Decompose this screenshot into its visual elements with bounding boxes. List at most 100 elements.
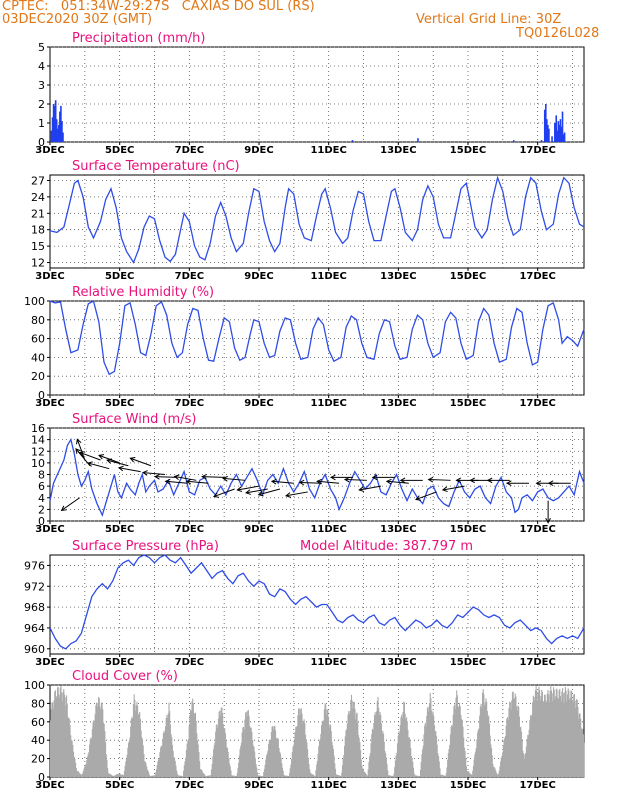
- cloud-bar: [245, 712, 247, 777]
- cloud-bar: [428, 711, 430, 777]
- cloud-bar: [469, 773, 471, 777]
- cloud-bar: [511, 692, 513, 777]
- cloud-bar: [324, 703, 326, 777]
- cloud-bar: [196, 740, 199, 777]
- cloud-bar: [89, 739, 91, 777]
- cloud-bar: [56, 695, 58, 777]
- cloud-bar: [240, 745, 242, 777]
- cloud-bar: [535, 686, 537, 777]
- cloud-bar: [378, 707, 380, 777]
- cloud-bar: [488, 723, 491, 777]
- cloud-bar: [333, 755, 335, 777]
- cloud-bar: [228, 757, 230, 777]
- cloud-bar: [525, 753, 527, 777]
- cloud-bar: [260, 775, 262, 777]
- cloud-bar: [460, 715, 462, 777]
- cloud-bar: [169, 710, 171, 777]
- cloud-bar: [496, 773, 498, 777]
- cloud-bar: [229, 763, 231, 777]
- cloud-bar: [112, 776, 114, 777]
- cloud-bar: [210, 769, 213, 777]
- cloud-bar: [357, 722, 359, 777]
- cloud-bar: [190, 709, 192, 777]
- cloud-bar: [316, 764, 318, 777]
- cloud-bar: [421, 754, 423, 777]
- cloud-bar: [564, 687, 566, 777]
- precip-bar: [555, 115, 558, 142]
- cloud-bar: [406, 717, 408, 777]
- cloud-bar: [153, 775, 155, 777]
- cloud-bar: [445, 775, 447, 777]
- cloud-bar: [504, 737, 506, 777]
- cloud-bar: [532, 702, 534, 777]
- cloud-bar: [280, 757, 282, 777]
- cloud-bar: [332, 748, 334, 777]
- cloud-bar: [497, 775, 499, 777]
- precip-bar: [560, 126, 563, 142]
- cloud-bar: [401, 718, 403, 777]
- cloud-bar: [528, 729, 530, 777]
- cloud-bar: [391, 775, 393, 777]
- cloud-bar: [192, 703, 194, 777]
- cloud-bar: [388, 775, 390, 777]
- cloud-bar: [72, 751, 75, 777]
- cloud-bar: [210, 775, 212, 777]
- y-tick-label: 100: [24, 679, 45, 692]
- cloud-bar: [298, 708, 300, 777]
- y-tick-label: 20: [31, 370, 45, 383]
- x-tick-label: 5DEC: [105, 780, 134, 791]
- cloud-bar: [64, 705, 66, 777]
- cloud-bar: [174, 757, 176, 777]
- cloud-bar: [242, 727, 245, 777]
- cloud-bar: [483, 694, 485, 777]
- precip-bar: [558, 124, 561, 142]
- cloud-bar: [229, 766, 231, 777]
- cloud-bar: [422, 745, 424, 777]
- cloud-bar: [322, 721, 324, 777]
- cloud-bar: [416, 775, 418, 777]
- wind-arrow-shaft: [442, 485, 465, 491]
- wind-arrow-shaft: [299, 481, 322, 484]
- cloud-bar: [474, 754, 476, 777]
- cloud-bar: [231, 775, 233, 777]
- cloud-bar: [516, 710, 518, 777]
- cloud-bar: [444, 775, 446, 777]
- panel-precip: 0 1 2 3 4 5 3DEC 5DEC 7DEC 9DEC 11DEC 13DEC 15DEC 17D…: [35, 31, 585, 156]
- cloud-bar: [332, 745, 334, 777]
- cloud-bar: [477, 732, 479, 777]
- cloud-bar: [160, 745, 162, 777]
- cloud-bar: [515, 696, 517, 777]
- precip-bar: [543, 109, 546, 142]
- cloud-bar: [447, 753, 449, 777]
- cloud-bar: [399, 733, 401, 777]
- cloud-bar: [226, 748, 229, 777]
- cloud-bar: [285, 775, 287, 777]
- cloud-bar: [367, 769, 369, 777]
- cloud-bar: [477, 729, 479, 777]
- cloud-bar: [502, 745, 504, 777]
- cloud-bar: [106, 759, 108, 777]
- x-tick-label: 11DEC: [310, 398, 346, 409]
- panel-title: Surface Pressure (hPa): [72, 539, 219, 554]
- cloud-bar: [383, 741, 385, 777]
- precip-bar: [562, 134, 565, 142]
- cloud-bar: [508, 707, 510, 777]
- cloud-bar: [66, 703, 68, 777]
- cloud-bar: [509, 701, 511, 777]
- cloud-bar: [456, 695, 458, 777]
- x-tick-label: 7DEC: [175, 524, 204, 535]
- cloud-bar: [458, 702, 461, 777]
- wind-arrow-head: [86, 461, 93, 467]
- cloud-bar: [530, 715, 532, 777]
- cloud-bar: [265, 759, 267, 777]
- cloud-bar: [510, 709, 512, 777]
- cloud-bar: [203, 774, 206, 777]
- cloud-bar: [566, 694, 569, 777]
- cloud-bar: [442, 775, 445, 777]
- cloud-bar: [518, 706, 520, 777]
- cloud-bar: [426, 716, 428, 777]
- cloud-bar: [173, 756, 175, 777]
- wind-arrow-shaft: [155, 476, 178, 478]
- cloud-bar: [428, 703, 431, 777]
- x-tick-label: 7DEC: [175, 145, 204, 156]
